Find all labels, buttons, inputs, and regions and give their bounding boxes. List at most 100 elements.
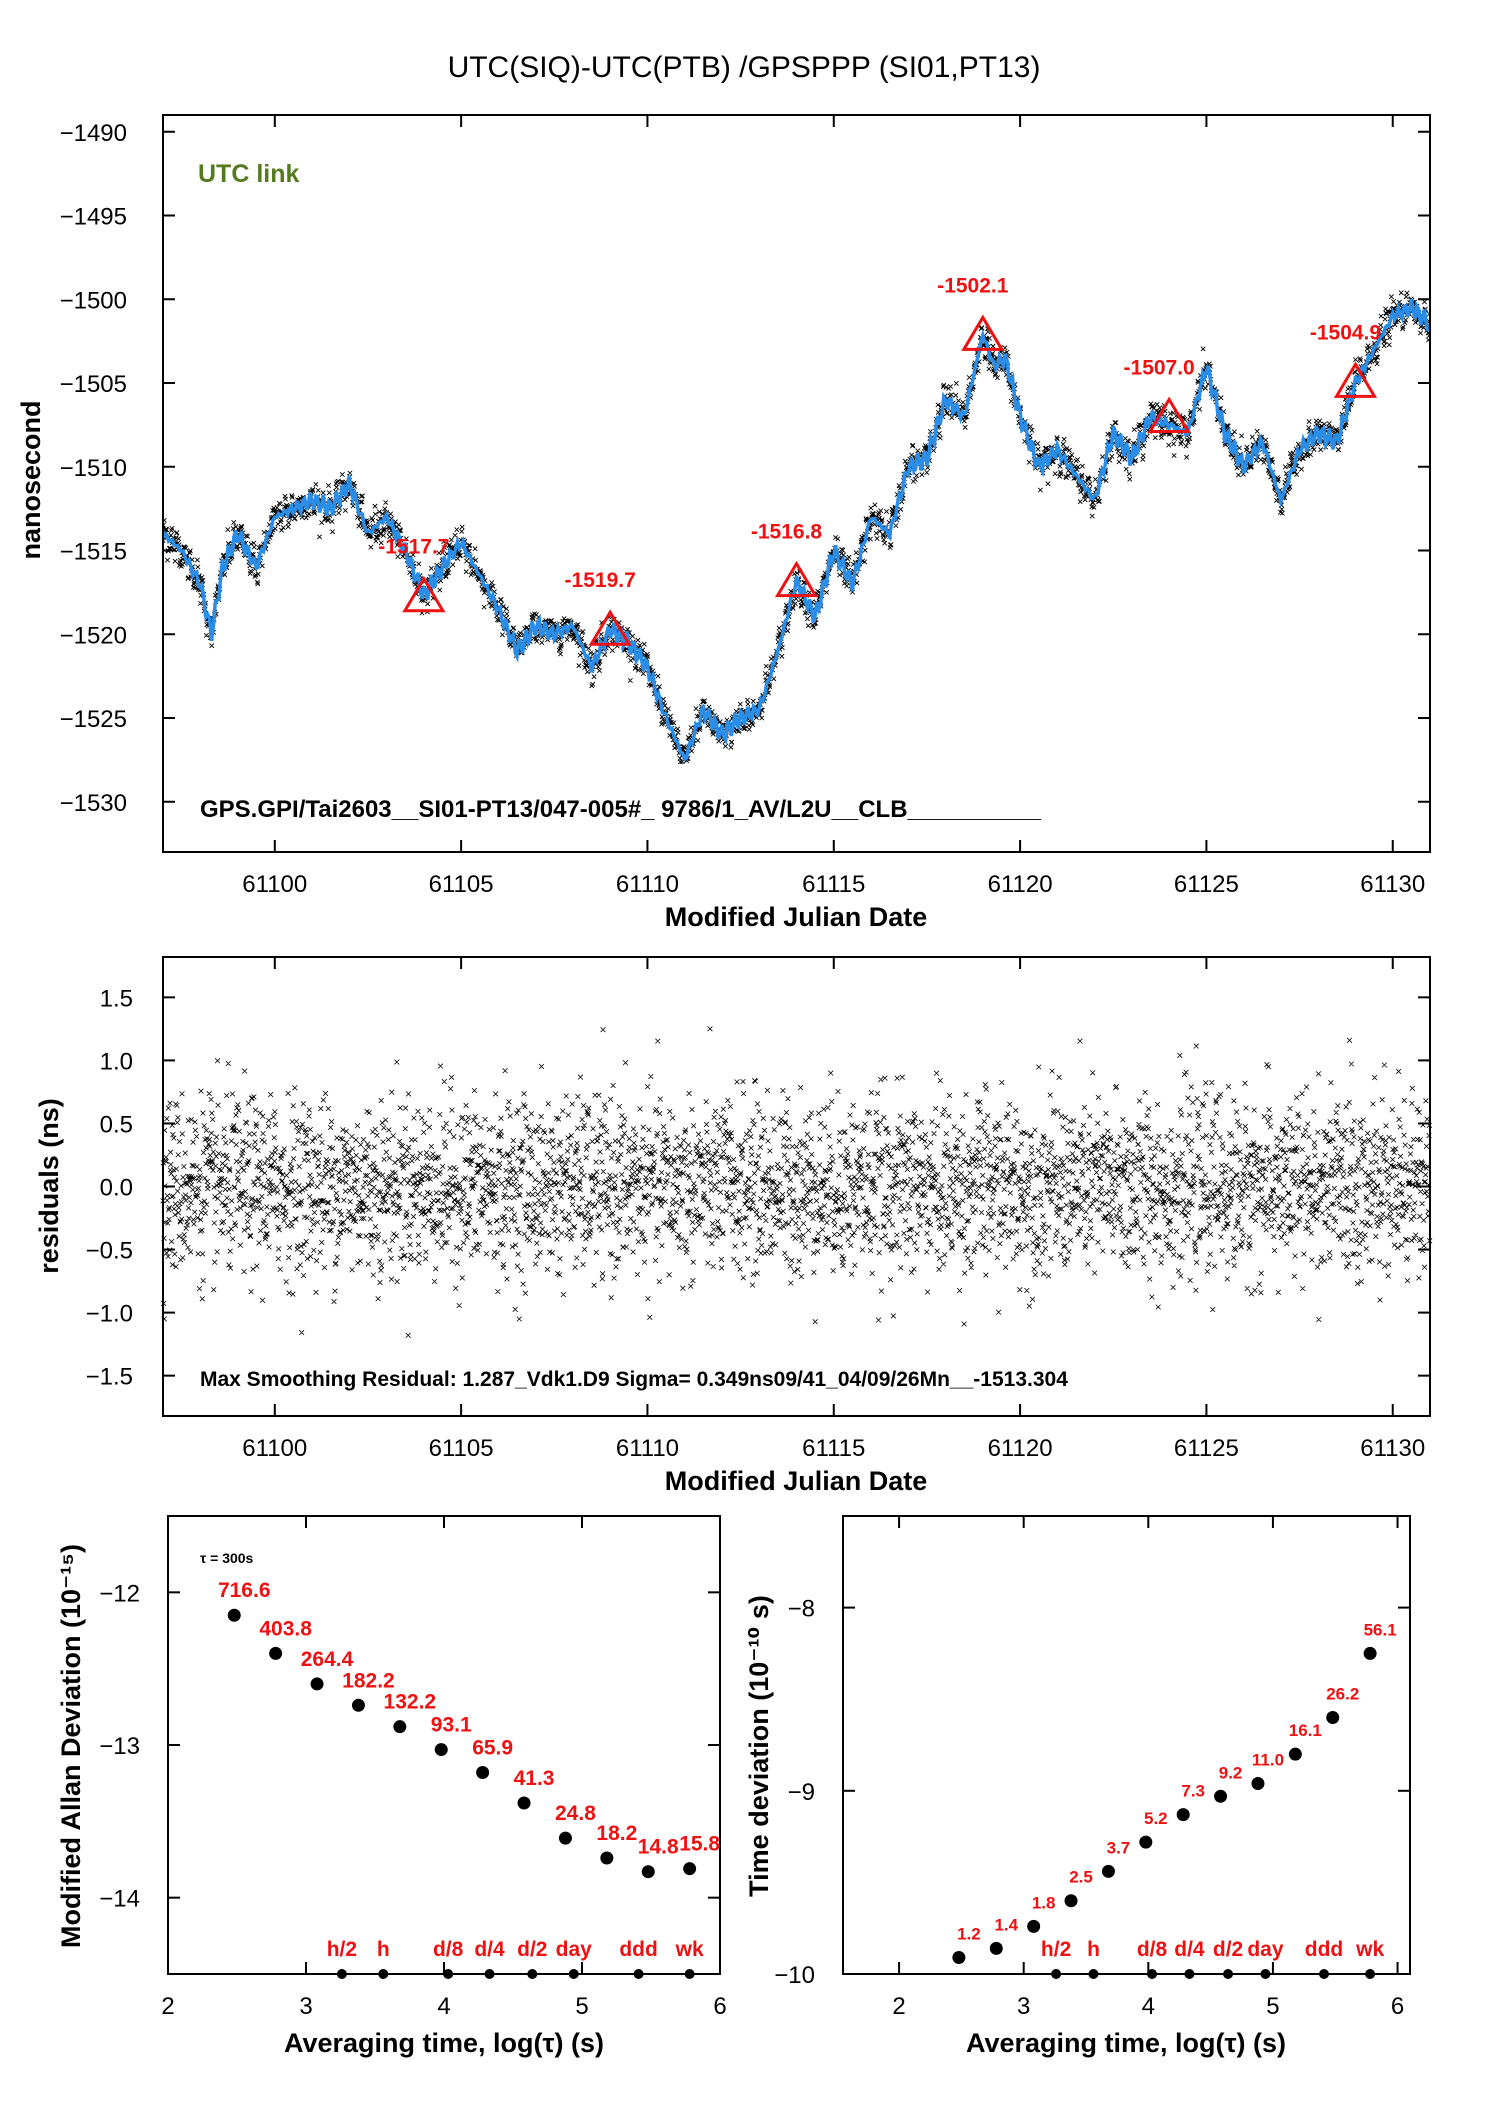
mdev-point [476, 1765, 490, 1779]
mdev-point-label: 182.2 [342, 1669, 395, 1692]
mdev-point [310, 1677, 324, 1691]
residuals-y-tick-label: 1.5 [100, 985, 133, 1012]
main-x-tick-label: 61100 [242, 871, 307, 898]
mdev-interval-label: d/4 [474, 1938, 505, 1961]
tdev-point [1288, 1747, 1302, 1761]
mdev-point-label: 14.8 [638, 1836, 679, 1859]
residuals-y-axis-label: residuals (ns) [34, 1098, 64, 1274]
main-marker-triangle [402, 575, 446, 613]
tdev-point-label: 9.2 [1219, 1763, 1243, 1782]
tdev-point [1363, 1646, 1377, 1660]
tdev-interval-label: day [1247, 1938, 1284, 1961]
mdev-interval-label: h [377, 1938, 390, 1961]
mdev-y-tick-label: −12 [99, 1580, 140, 1607]
mdev-point [558, 1831, 572, 1845]
mdev-x-axis-label: Averaging time, log(τ) (s) [284, 2028, 604, 2058]
tdev-point-label: 11.0 [1252, 1750, 1284, 1769]
tdev-point [1251, 1776, 1265, 1790]
residuals-x-tick-label: 61125 [1174, 1435, 1239, 1462]
mdev-panel: 716.6 403.8 264.4182.2132.293.165.941.324.… [56, 1515, 727, 2058]
main-x-tick-label: 61115 [802, 871, 865, 898]
tdev-point [952, 1951, 966, 1965]
main-marker-triangle [961, 314, 1005, 351]
mdev-point-label: 264.4 [301, 1648, 354, 1671]
tdev-y-tick-label: −8 [788, 1596, 815, 1623]
mdev-interval-label: d/8 [433, 1938, 464, 1961]
mdev-interval-label: wk [675, 1938, 704, 1961]
residuals-x-tick-label: 61110 [616, 1435, 679, 1462]
main-y-axis-label: nanosecond [16, 400, 46, 559]
tdev-point [1064, 1894, 1078, 1908]
main-marker-triangle [588, 609, 632, 646]
main-marker-label: -1507.0 [1124, 357, 1195, 380]
tdev-x-tick-label: 4 [1142, 1993, 1155, 2020]
main-marker-label: -1519.7 [565, 569, 636, 592]
tdev-panel: 1.2 1.4 1.8 2.5 3.7 5.2 7.3 9.2 11.0 16.126.2 56.1… [744, 1515, 1411, 2058]
tdev-x-tick-label: 3 [1017, 1993, 1030, 2020]
residuals-footer-note: Max Smoothing Residual: 1.287_Vdk1.D9 Si… [200, 1368, 1068, 1391]
main-y-tick-label: −1530 [60, 790, 127, 817]
tdev-point-label: 16.1 [1289, 1721, 1322, 1740]
mdev-y-tick-label: −13 [99, 1733, 140, 1760]
main-x-tick-label: 61105 [429, 871, 494, 898]
residuals-x-tick-label: 61130 [1360, 1435, 1425, 1462]
mdev-interval-marker [527, 1969, 538, 1979]
mdev-interval-label: h/2 [327, 1938, 357, 1961]
mdev-point [434, 1743, 448, 1757]
mdev-y-axis-label: Modified Allan Deviation (10⁻¹⁵) [56, 1544, 86, 1948]
mdev-point-label: 403.8 [259, 1617, 312, 1640]
tdev-point-label: 2.5 [1069, 1868, 1093, 1887]
main-legend-label: UTC link [198, 160, 299, 188]
main-marker-label: -1516.8 [751, 521, 823, 544]
tdev-y-axis-label: Time deviation (10⁻¹⁰ s) [744, 1595, 774, 1897]
residuals-y-tick-label: −0.5 [86, 1238, 133, 1265]
mdev-point [517, 1796, 531, 1810]
mdev-interval-marker [484, 1969, 495, 1979]
mdev-point-label: 24.8 [555, 1802, 596, 1825]
mdev-point [269, 1646, 283, 1660]
main-x-axis-label: Modified Julian Date [665, 902, 928, 932]
tdev-point [989, 1941, 1003, 1955]
mdev-interval-label: d/2 [517, 1938, 547, 1961]
tdev-interval-label: d/8 [1137, 1938, 1168, 1961]
mdev-x-tick-label: 3 [299, 1993, 312, 2020]
tdev-interval-marker [1051, 1969, 1062, 1979]
tdev-interval-marker [1088, 1969, 1099, 1979]
tdev-point-label: 1.8 [1032, 1893, 1056, 1912]
mdev-interval-label: day [556, 1938, 593, 1961]
tdev-x-tick-label: 5 [1266, 1993, 1279, 2020]
mdev-point-label: 65.9 [472, 1736, 513, 1759]
tdev-interval-label: h/2 [1041, 1938, 1071, 1961]
tdev-x-tick-label: 6 [1391, 1993, 1404, 2020]
main-y-tick-label: −1520 [60, 622, 127, 649]
main-plot-frame [162, 114, 1431, 853]
figure-title: UTC(SIQ)-UTC(PTB) /GPSPPP (SI01,PT13) [448, 51, 1041, 84]
main-footer-note: GPS.GPI/Tai2603__SI01-PT13/047-005#_ 978… [200, 796, 1042, 823]
mdev-point [351, 1698, 365, 1712]
main-y-tick-label: −1505 [60, 371, 127, 398]
main-x-tick-label: 61120 [988, 871, 1053, 898]
residuals-y-tick-label: 0.5 [100, 1111, 133, 1138]
mdev-interval-marker [336, 1969, 347, 1979]
residuals-x-tick-label: 61105 [429, 1435, 494, 1462]
main-marker-triangle [774, 560, 819, 598]
tdev-x-axis-label: Averaging time, log(τ) (s) [966, 2028, 1286, 2058]
tdev-interval-marker [1223, 1969, 1234, 1979]
mdev-point [227, 1608, 241, 1622]
main-data-area [163, 290, 1430, 765]
main-y-tick-label: −1515 [60, 539, 127, 566]
mdev-x-tick-label: 5 [575, 1993, 588, 2020]
tdev-point-label: 3.7 [1107, 1838, 1131, 1857]
main-marker-label: -1517.7 [378, 536, 449, 559]
tdev-point [1027, 1919, 1041, 1933]
residuals-y-tick-label: 1.0 [100, 1048, 133, 1075]
mdev-y-tick-label: −14 [99, 1886, 140, 1913]
tdev-point [1101, 1864, 1115, 1878]
main-marker-label: -1504.9 [1310, 321, 1381, 344]
residuals-y-tick-label: −1.5 [86, 1364, 133, 1391]
main-x-tick-label: 61110 [616, 871, 679, 898]
tdev-interval-marker [1319, 1969, 1330, 1979]
tdev-interval-label: ddd [1305, 1938, 1343, 1961]
tdev-plot-frame [842, 1515, 1411, 1975]
